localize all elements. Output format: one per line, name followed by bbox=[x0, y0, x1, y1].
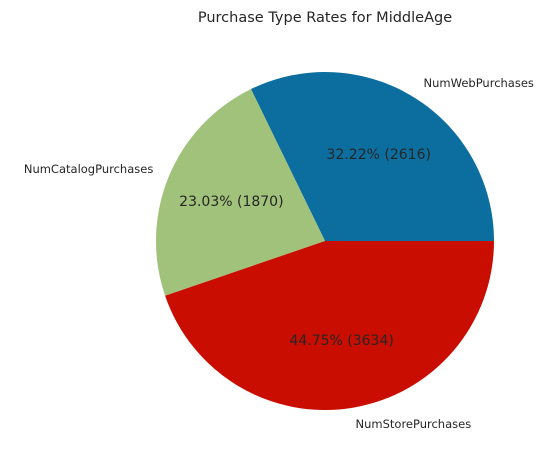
pie-slice-numwebpurchases bbox=[250, 71, 494, 241]
pie-slice-numstorepurchases bbox=[165, 241, 495, 410]
slice-percent-numstorepurchases: 44.75% (3634) bbox=[289, 333, 393, 349]
slice-percent-numwebpurchases: 32.22% (2616) bbox=[327, 147, 431, 163]
pie-labels: NumWebPurchases 32.22% (2616) NumCatalogPu… bbox=[24, 76, 534, 431]
slice-label-numcatalogpurchases: NumCatalogPurchases bbox=[24, 162, 153, 176]
slice-label-numwebpurchases: NumWebPurchases bbox=[424, 76, 534, 90]
slice-percent-numcatalogpurchases: 23.03% (1870) bbox=[179, 194, 283, 210]
chart-title: Purchase Type Rates for MiddleAge bbox=[198, 10, 452, 26]
pie-slice-numcatalogpurchases bbox=[155, 89, 325, 296]
slice-label-numstorepurchases: NumStorePurchases bbox=[356, 417, 472, 431]
pie-slices bbox=[155, 71, 495, 410]
